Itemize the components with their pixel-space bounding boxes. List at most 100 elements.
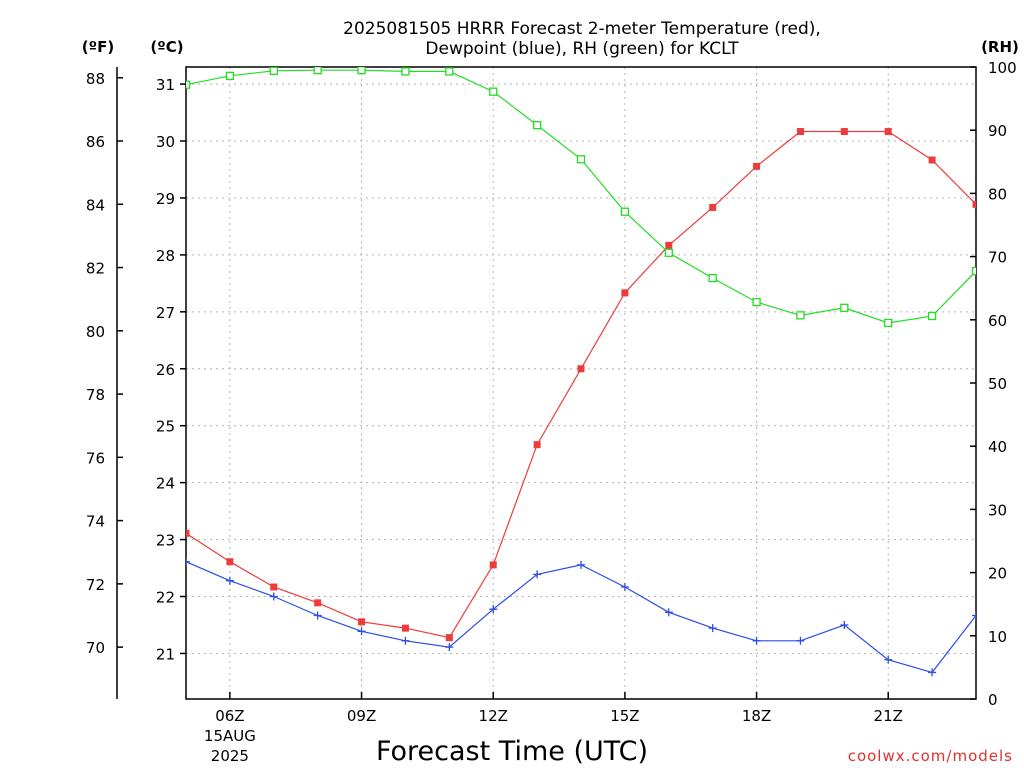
dewpoint-point — [796, 636, 805, 645]
rh-point — [971, 266, 976, 276]
rh-point — [576, 155, 586, 164]
temperature-point — [270, 583, 278, 591]
rh-tick-label: 0 — [988, 691, 998, 709]
rh-tick-label: 90 — [988, 122, 1007, 140]
dewpoint-point — [445, 643, 454, 652]
rh-point — [884, 318, 893, 328]
celsius-tick-label: 30 — [156, 133, 175, 151]
temperature-point — [665, 241, 673, 249]
dewpoint-point — [357, 627, 366, 636]
celsius-tick-label: 28 — [156, 247, 175, 265]
x-tick-year-label: 2025 — [211, 747, 249, 765]
dewpoint-point — [708, 624, 717, 633]
celsius-tick-label: 27 — [156, 304, 175, 322]
temperature-point — [358, 618, 366, 626]
fahrenheit-tick-label: 80 — [86, 323, 105, 341]
temperature-point — [884, 128, 892, 136]
rh-point — [752, 297, 761, 307]
celsius-tick-label: 26 — [156, 361, 175, 379]
celsius-tick-label: 29 — [156, 190, 175, 208]
x-tick-label: 12Z — [479, 707, 508, 725]
dewpoint-point — [533, 570, 542, 579]
celsius-tick-label: 25 — [156, 418, 175, 436]
celsius-tick-label: 22 — [156, 589, 175, 607]
dewpoint-point — [489, 605, 498, 614]
rh-point — [445, 67, 454, 76]
fahrenheit-tick-label: 70 — [86, 639, 105, 657]
rh-tick-label: 20 — [988, 565, 1007, 583]
temperature-point — [796, 128, 804, 136]
temperature-point — [577, 365, 585, 373]
credit-text: coolwx.com/models — [848, 747, 1013, 765]
fahrenheit-tick-label: 88 — [86, 70, 105, 88]
rh-series-line — [186, 69, 976, 324]
temperature-point — [489, 561, 497, 569]
dewpoint-point — [577, 560, 585, 569]
dewpoint-point — [664, 608, 673, 617]
series-layer — [186, 67, 976, 677]
celsius-tick-label: 31 — [156, 76, 175, 94]
x-tick-date-label: 15AUG — [204, 727, 256, 745]
temperature-point — [314, 599, 322, 607]
temperature-point — [226, 558, 234, 566]
rh-tick-label: 30 — [988, 501, 1007, 519]
rh-tick-label: 60 — [988, 312, 1007, 330]
x-tick-label: 18Z — [742, 707, 771, 725]
rh-point — [186, 80, 191, 89]
fahrenheit-tick-label: 78 — [86, 386, 105, 404]
rh-tick-label: 70 — [988, 249, 1007, 267]
dewpoint-point — [620, 583, 629, 592]
dewpoint-point — [884, 655, 893, 664]
x-tick-label: 15Z — [610, 707, 639, 725]
dewpoint-point — [752, 636, 761, 645]
rh-point — [401, 67, 410, 76]
rh-tick-label: 10 — [988, 628, 1007, 646]
rh-tick-label: 100 — [988, 59, 1017, 77]
temperature-point — [445, 634, 453, 642]
rh-point — [927, 311, 937, 321]
temperature-point — [928, 156, 936, 164]
rh-point — [796, 311, 805, 320]
celsius-unit-label: (ºC) — [150, 38, 183, 56]
fahrenheit-tick-label: 72 — [86, 576, 105, 594]
temperature-point — [621, 289, 629, 297]
rh-point — [357, 67, 366, 75]
rh-tick-label: 80 — [988, 185, 1007, 203]
celsius-tick-label: 21 — [156, 645, 175, 663]
dewpoint-point — [840, 620, 849, 629]
rh-tick-label: 50 — [988, 375, 1007, 393]
tick-layer: 21 22 23 24 25 26 27 28 29 30 31 70 72 74 76 78 80 82 84 86… — [86, 59, 1017, 765]
fahrenheit-unit-label: (ºF) — [82, 38, 114, 56]
x-axis-title: Forecast Time (UTC) — [376, 736, 648, 767]
x-tick-label: 06Z — [215, 707, 244, 725]
rh-point — [269, 67, 278, 75]
rh-unit-label: (RH) — [981, 38, 1019, 56]
rh-point — [840, 303, 849, 312]
dewpoint-point — [225, 576, 234, 585]
dewpoint-point — [401, 636, 410, 645]
rh-tick-label: 40 — [988, 438, 1007, 456]
rh-point — [620, 207, 630, 216]
dewpoint-point — [972, 611, 976, 620]
celsius-tick-label: 24 — [156, 475, 175, 493]
fahrenheit-tick-label: 74 — [86, 513, 105, 531]
chart-title-line1: 2025081505 HRRR Forecast 2-meter Tempera… — [343, 19, 821, 39]
x-tick-label: 09Z — [347, 707, 376, 725]
rh-point — [708, 273, 717, 283]
temperature-point — [972, 200, 976, 208]
temperature-point — [840, 128, 848, 136]
rh-point — [664, 248, 673, 257]
dewpoint-point — [269, 592, 278, 601]
dewpoint-point — [186, 557, 190, 566]
temperature-point — [709, 203, 717, 211]
temperature-point — [186, 529, 190, 537]
chart-title-line2: Dewpoint (blue), RH (green) for KCLT — [425, 39, 739, 59]
rh-point — [313, 67, 322, 75]
dewpoint-point — [313, 611, 322, 620]
dewpoint-series-line — [186, 561, 976, 674]
temperature-point — [533, 441, 541, 449]
rh-point — [489, 87, 498, 96]
dewpoint-point — [928, 668, 937, 677]
celsius-tick-label: 23 — [156, 532, 175, 550]
